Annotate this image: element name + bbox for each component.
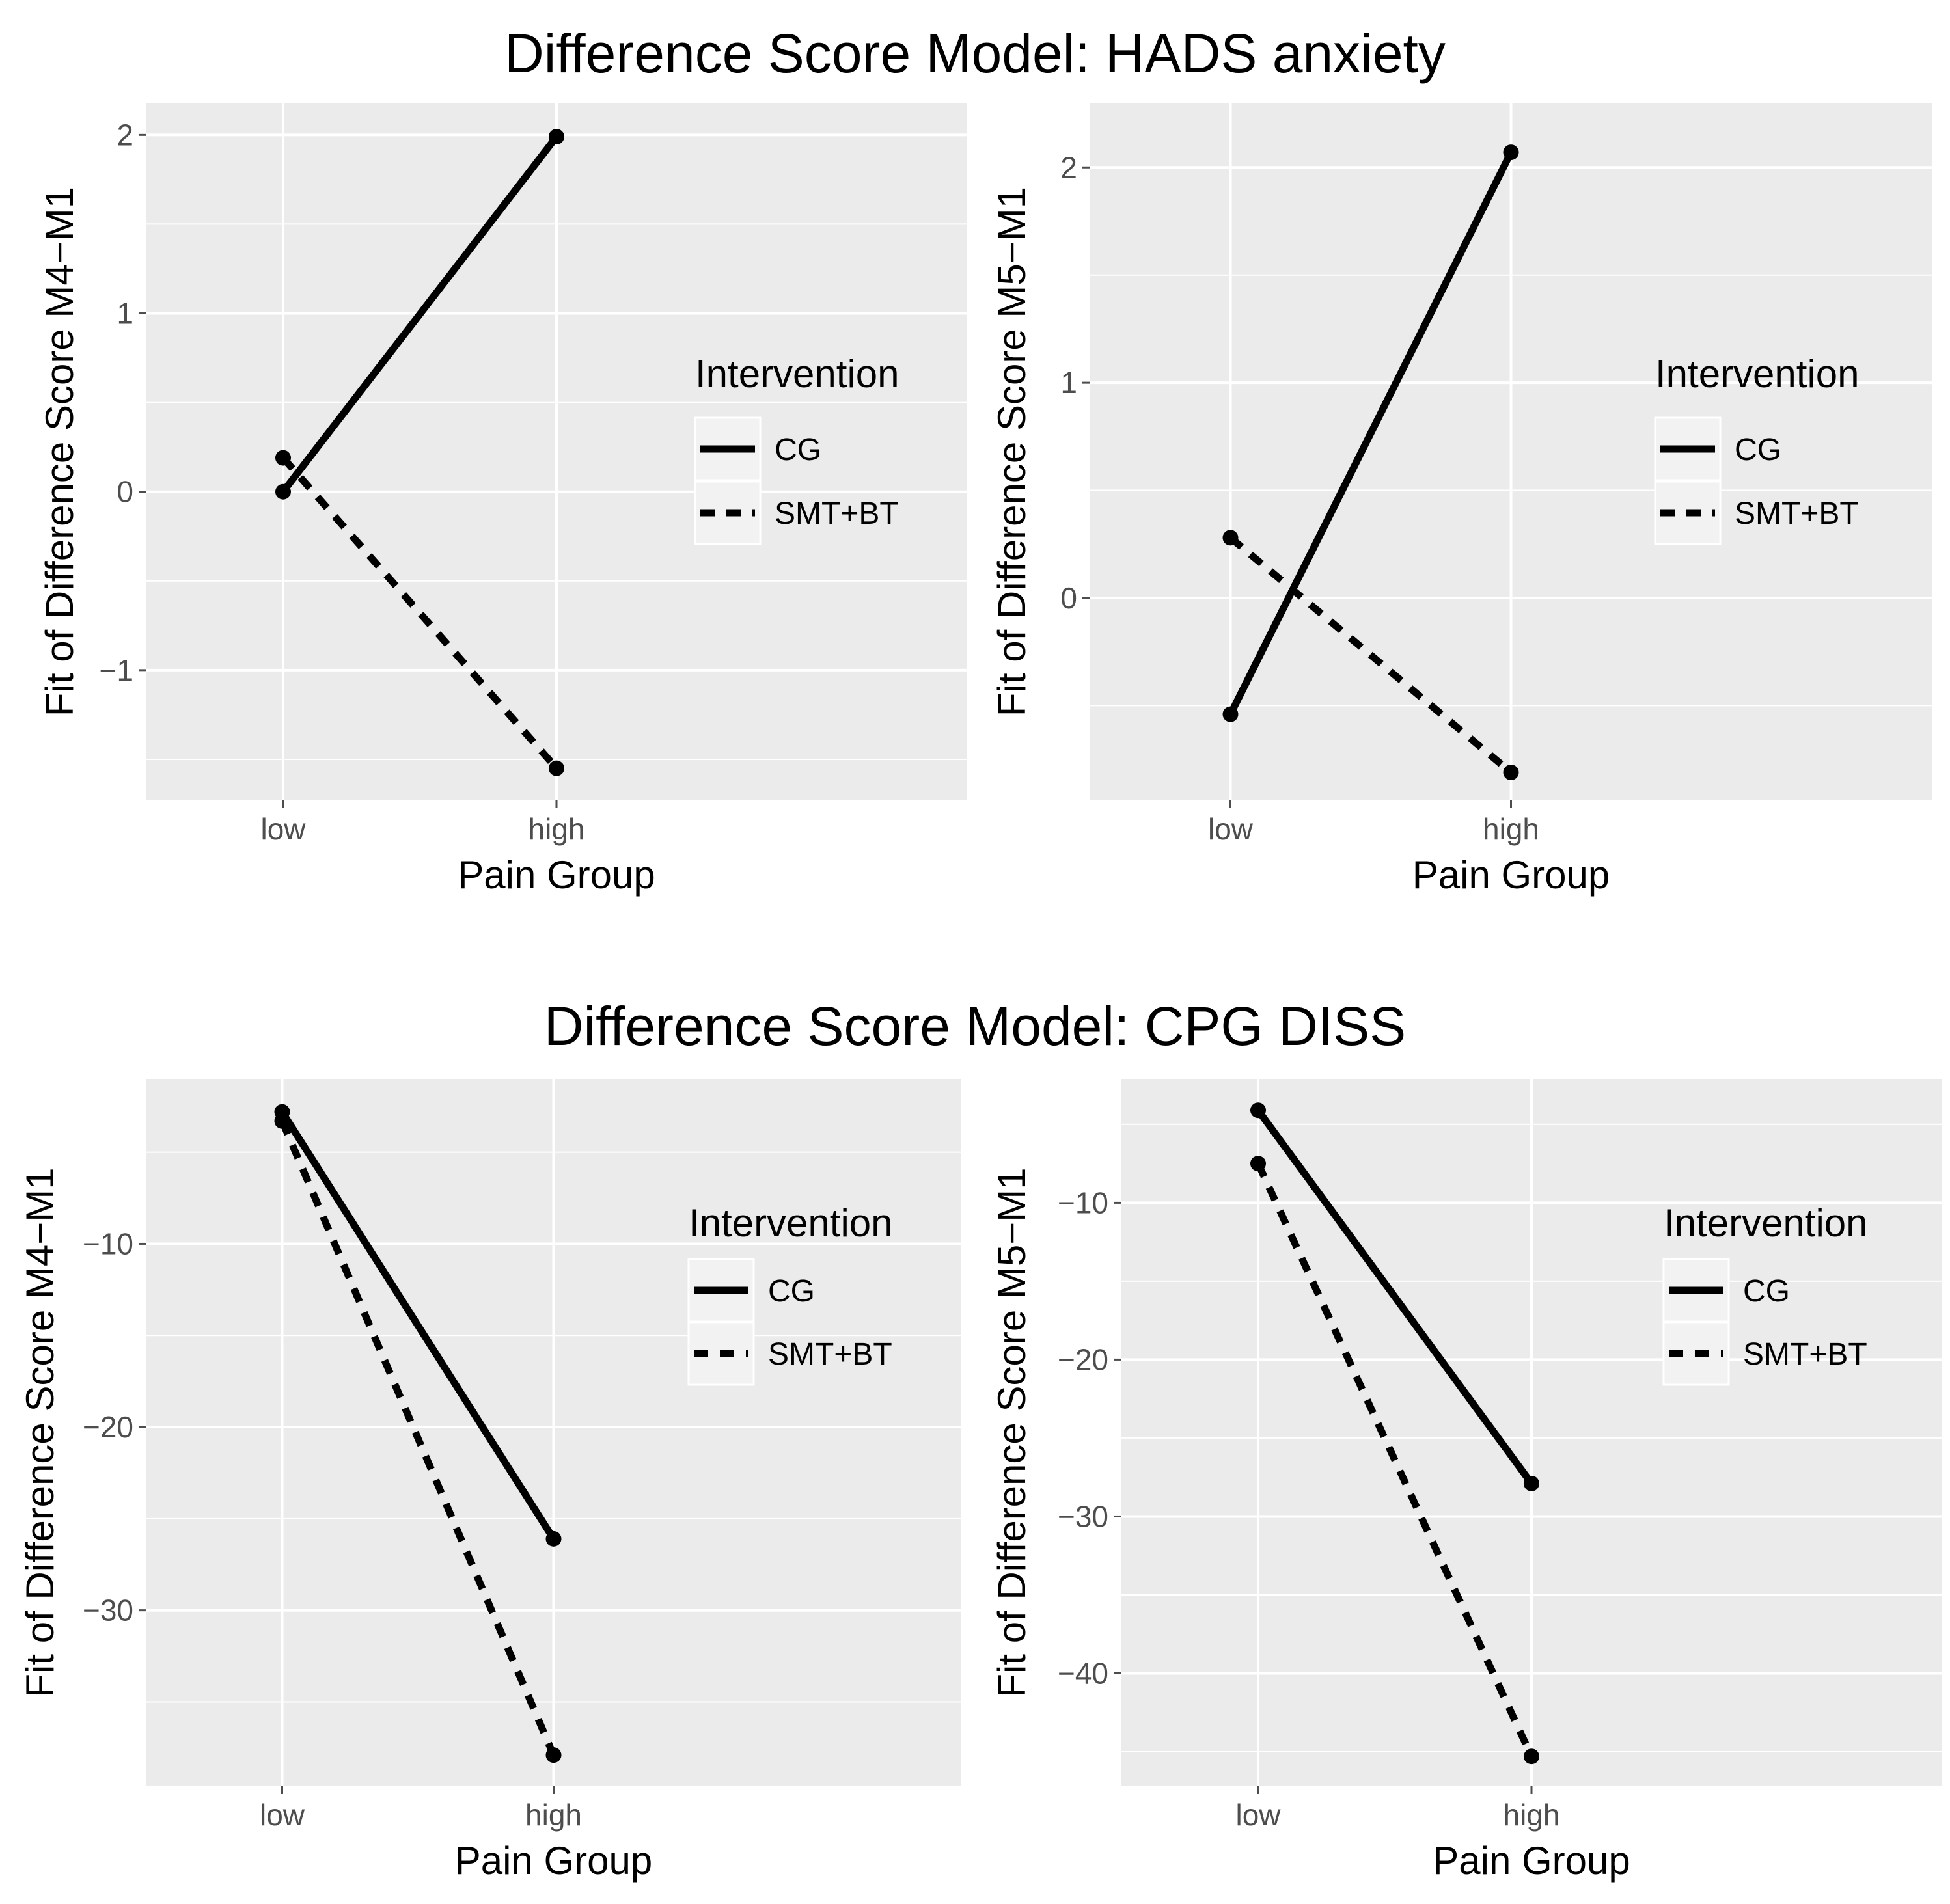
x-tick-label: low — [260, 1798, 305, 1832]
section-title-cpg: Difference Score Model: CPG DISS — [543, 996, 1407, 1057]
data-point — [545, 1747, 562, 1763]
legend-title: Intervention — [1664, 1201, 1868, 1245]
y-tick-label: −20 — [83, 1410, 133, 1444]
legend-label-cg: CG — [1735, 433, 1781, 467]
y-tick-label: −40 — [1058, 1656, 1108, 1690]
series-line-cg — [1255, 1108, 1535, 1486]
y-tick-label: −10 — [1058, 1186, 1108, 1219]
x-axis-title: Pain Group — [458, 853, 655, 897]
data-point — [1250, 1102, 1266, 1119]
data-point — [1503, 764, 1519, 780]
legend-title: Intervention — [1655, 352, 1860, 396]
y-tick-label: −30 — [1058, 1499, 1108, 1533]
y-tick-label: 2 — [1060, 150, 1077, 184]
data-point — [1250, 1156, 1266, 1172]
data-point — [1222, 706, 1239, 722]
data-point — [1524, 1475, 1539, 1491]
data-point — [1524, 1748, 1539, 1765]
x-tick-label: high — [1483, 812, 1539, 846]
legend-title: Intervention — [695, 352, 899, 396]
series-line-cg — [280, 134, 560, 495]
data-point — [549, 129, 564, 145]
x-axis-title: Pain Group — [1412, 853, 1610, 897]
series-line-smt-bt — [279, 1119, 557, 1757]
chart-cpg-m4: −10 −20 −30 low high Pain Group Fit of Differe… — [18, 1079, 961, 1883]
legend-label-smt-bt: SMT+BT — [768, 1337, 892, 1372]
y-tick-label: 0 — [117, 475, 133, 509]
y-tick-label: −10 — [83, 1227, 133, 1260]
legend-label-cg: CG — [1743, 1274, 1790, 1309]
x-axis-title: Pain Group — [455, 1839, 653, 1883]
y-tick-label: −20 — [1058, 1342, 1108, 1376]
x-tick-label: high — [529, 812, 585, 846]
x-tick-label: low — [260, 812, 306, 846]
series-line-smt-bt — [1255, 1162, 1535, 1758]
x-tick-label: low — [1235, 1798, 1281, 1832]
y-tick-label: 1 — [117, 297, 133, 331]
x-tick-label: high — [525, 1798, 582, 1832]
data-point — [275, 450, 291, 466]
chart-cpg-m5: −10 −20 −30 −40 low high Pain Group Fit of Diff… — [990, 1079, 1942, 1883]
y-tick-label: 2 — [117, 118, 133, 152]
x-axis-title: Pain Group — [1433, 1839, 1630, 1883]
y-tick-label: −1 — [100, 653, 133, 687]
series-line-smt-bt — [1228, 535, 1514, 776]
y-tick-label: 1 — [1060, 366, 1077, 400]
series-line-cg — [1227, 150, 1515, 716]
y-axis-title: Fit of Difference Score M5−M1 — [990, 1167, 1034, 1697]
legend-label-cg: CG — [775, 433, 821, 467]
legend-label-smt-bt: SMT+BT — [775, 496, 899, 531]
chart-hads-m4: −1 0 1 2 low high Pain Group Fit of Difference … — [38, 103, 967, 897]
y-axis-title: Fit of Difference Score M4−M1 — [38, 187, 81, 716]
y-tick-label: 0 — [1060, 581, 1077, 615]
x-tick-label: low — [1208, 812, 1254, 846]
legend-title: Intervention — [689, 1201, 893, 1245]
y-axis-title: Fit of Difference Score M5−M1 — [990, 187, 1034, 716]
y-axis-title: Fit of Difference Score M4−M1 — [18, 1167, 62, 1697]
data-point — [549, 760, 564, 776]
series-line-smt-bt — [280, 455, 560, 771]
data-point — [275, 483, 291, 500]
data-point — [1503, 144, 1519, 161]
legend-label-smt-bt: SMT+BT — [1743, 1337, 1867, 1372]
x-tick-label: high — [1504, 1798, 1560, 1832]
data-point — [1222, 530, 1239, 546]
legend-label-cg: CG — [768, 1274, 815, 1309]
y-tick-label: −30 — [83, 1594, 133, 1627]
section-title-hads: Difference Score Model: HADS anxiety — [504, 23, 1446, 84]
chart-hads-m5: 0 1 2 low high Pain Group Fit of Difference Sc… — [990, 103, 1932, 897]
data-point — [274, 1113, 290, 1129]
data-point — [545, 1530, 562, 1547]
series-line-cg — [279, 1109, 557, 1541]
legend-label-smt-bt: SMT+BT — [1735, 496, 1859, 531]
